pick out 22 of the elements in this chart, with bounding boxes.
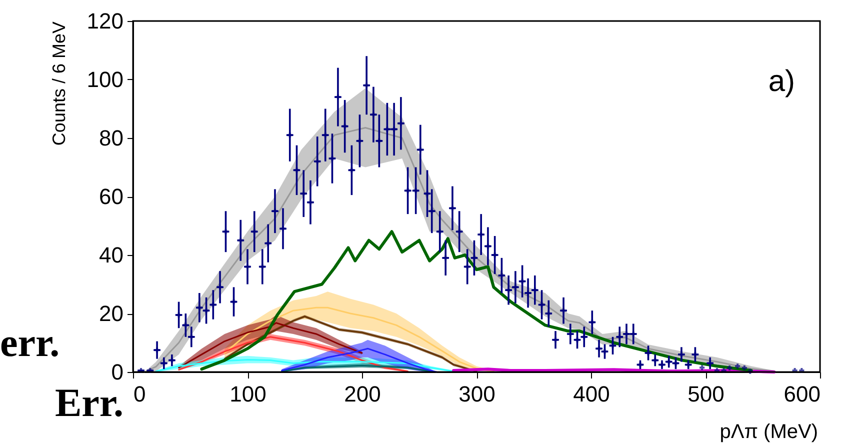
x-tick-label: 400 — [573, 382, 610, 406]
line-series — [281, 348, 438, 373]
line-series — [155, 358, 454, 372]
y-axis-title: Counts / 6 MeV — [48, 22, 69, 146]
line-series — [178, 322, 363, 368]
y-tick-label: 20 — [99, 301, 124, 326]
line-series — [224, 306, 494, 372]
y-tick-label: 60 — [99, 184, 124, 209]
text: err. — [0, 320, 60, 365]
x-tick-label: 300 — [458, 382, 496, 406]
x-tick-label: 500 — [688, 382, 724, 406]
x-tick-label: 0 — [134, 382, 146, 406]
annotation: a) — [768, 65, 795, 98]
y-tick-label: 80 — [99, 126, 124, 150]
y-tick-label: 100 — [86, 67, 124, 92]
x-tick-label: 600 — [784, 382, 820, 406]
x-tick-label: 100 — [230, 382, 266, 406]
x-axis-title: pΛπ (MeV) — [720, 421, 818, 443]
y-tick-label: 120 — [86, 8, 124, 34]
line-series — [200, 230, 753, 372]
x-tick-label: 200 — [344, 382, 381, 406]
y-tick-label: 40 — [99, 242, 124, 268]
